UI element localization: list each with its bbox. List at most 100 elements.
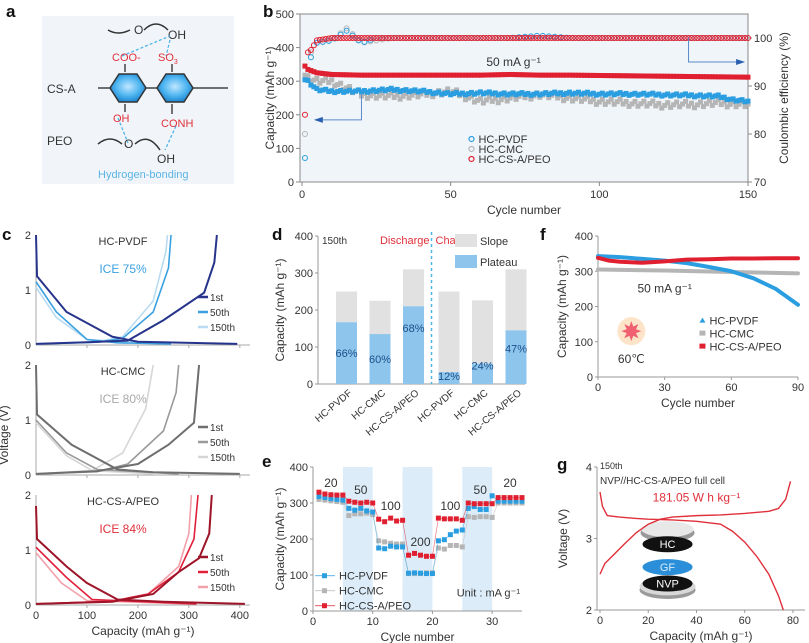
capacity-point-hc-cs-a/peo	[507, 71, 513, 77]
ce-point-hc-cs-a/peo	[337, 35, 344, 41]
y-tick-label: 0	[25, 470, 31, 482]
x-tick-label: 400	[231, 610, 249, 622]
coin-layer-hc	[642, 536, 693, 553]
legend-label: HC-CMC	[478, 144, 523, 156]
capacity-point-hc-pvdf	[537, 92, 543, 98]
ce-point-hc-cs-a/peo	[569, 35, 576, 41]
ce-point-hc-cs-a/peo	[483, 35, 490, 41]
ce-point-hc-cs-a/peo	[545, 35, 552, 41]
ce-point-hc-cs-a/peo	[643, 35, 650, 41]
capacity-point-hc-cs-a/peo	[668, 73, 674, 79]
ce-point-hc-cs-a/peo	[623, 35, 630, 41]
point-HC-CMC	[394, 541, 400, 547]
point-HC-CS-A/PEO	[465, 500, 471, 506]
panel-label-d: d	[272, 225, 283, 244]
capacity-point-hc-pvdf	[379, 86, 385, 92]
point-HC-CMC	[471, 514, 477, 520]
capacity-point-hc-cs-a/peo	[700, 74, 706, 80]
capacity-point-hc-cs-a/peo	[403, 72, 409, 78]
point-HC-CMC	[477, 514, 483, 520]
capacity-point-hc-cs-a/peo	[724, 74, 730, 80]
coin-layer-label: GF	[660, 562, 676, 574]
point-HC-PVDF	[429, 571, 435, 577]
x-tick-label: 0	[595, 382, 601, 394]
x-tick-label: 50	[445, 189, 457, 201]
capacity-point-hc-pvdf	[442, 90, 448, 96]
point-HC-CS-A/PEO	[453, 516, 459, 522]
capacity-point-hc-cmc	[602, 101, 608, 107]
capacity-point-hc-cs-a/peo	[468, 72, 474, 78]
capacity-point-hc-pvdf	[483, 90, 489, 96]
x-axis-label: Capacity (mAh g⁻¹)	[91, 624, 194, 638]
curve-HC-CMC	[596, 267, 800, 276]
ce-point-hc-cs-a/peo	[474, 35, 481, 41]
capacity-point-hc-cs-a/peo	[570, 72, 576, 78]
capacity-point-hc-pvdf	[576, 89, 582, 95]
ce-point-hc-cs-a/peo	[667, 35, 674, 41]
capacity-point-hc-pvdf	[534, 90, 540, 96]
capacity-point-hc-cs-a/peo	[424, 72, 430, 78]
y-tick-label: 2	[25, 230, 31, 242]
capacity-point-hc-pvdf	[516, 91, 522, 97]
rate-band	[402, 467, 433, 611]
point-HC-CMC	[322, 497, 328, 503]
capacity-point-hc-pvdf	[463, 92, 469, 98]
point-HC-PVDF	[400, 544, 406, 550]
capacity-point-hc-pvdf	[350, 89, 356, 95]
point-HC-PVDF	[412, 570, 418, 576]
panel-label-a: a	[6, 2, 16, 21]
capacity-point-hc-cs-a/peo	[599, 73, 605, 79]
ce-point-hc-cs-a/peo	[554, 35, 561, 41]
capacity-point-hc-pvdf	[355, 87, 361, 93]
ce-point-hc-cs-a/peo	[498, 35, 505, 41]
capacity-point-hc-cs-a/peo	[341, 72, 347, 78]
y2-tick-label: 100	[754, 33, 772, 45]
capacity-point-hc-cs-a/peo	[448, 72, 454, 78]
capacity-point-hc-cmc	[641, 98, 647, 104]
capacity-point-hc-pvdf	[311, 84, 317, 90]
capacity-point-hc-pvdf	[546, 91, 552, 97]
capacity-point-hc-cs-a/peo	[644, 73, 650, 79]
capacity-point-hc-cs-a/peo	[329, 71, 335, 77]
capacity-point-hc-cs-a/peo	[611, 73, 617, 79]
cycle-annotation: 150th	[322, 236, 347, 247]
capacity-point-hc-cmc	[305, 73, 311, 79]
capacity-point-hc-cmc	[403, 90, 409, 96]
capacity-point-hc-cs-a/peo	[338, 72, 344, 78]
capacity-point-hc-cmc	[689, 100, 695, 106]
capacity-point-hc-pvdf	[683, 91, 689, 97]
capacity-point-hc-pvdf	[507, 91, 513, 97]
legend-marker	[699, 343, 706, 349]
capacity-point-hc-cs-a/peo	[745, 74, 751, 80]
ce-point-hc-cs-a/peo	[313, 37, 320, 44]
capacity-point-hc-cs-a/peo	[492, 72, 498, 78]
ce-point-hc-cmc	[301, 131, 308, 137]
point-HC-PVDF	[441, 537, 447, 543]
capacity-point-hc-cmc	[703, 101, 709, 107]
point-HC-PVDF	[447, 532, 453, 538]
capacity-point-hc-cs-a/peo	[677, 73, 683, 79]
point-HC-CMC	[316, 496, 322, 502]
capacity-point-hc-cs-a/peo	[638, 73, 644, 79]
ce-point-hc-cs-a/peo	[649, 35, 656, 41]
current-density-label: 50 mA g⁻¹	[486, 55, 540, 69]
capacity-point-hc-cmc	[409, 92, 415, 98]
capacity-point-hc-pvdf	[522, 92, 528, 98]
ce-point-hc-cs-a/peo	[524, 35, 531, 41]
ce-point-hc-cs-a/peo	[736, 35, 743, 41]
capacity-point-hc-cs-a/peo	[486, 72, 492, 78]
capacity-point-hc-pvdf	[567, 89, 573, 95]
x-axis-label: Cycle number	[661, 396, 735, 410]
ce-point-hc-cs-a/peo	[727, 35, 734, 41]
capacity-point-hc-cmc	[424, 92, 430, 98]
capacity-point-hc-pvdf	[629, 91, 635, 97]
capacity-point-hc-cmc	[492, 95, 498, 101]
capacity-point-hc-cs-a/peo	[730, 74, 736, 80]
capacity-point-hc-cs-a/peo	[501, 72, 507, 78]
legend-label: Plateau	[480, 257, 517, 269]
curve-HC-PVDF	[596, 254, 800, 307]
ce-point-hc-cs-a/peo	[530, 35, 537, 41]
point-HC-PVDF	[358, 505, 364, 511]
capacity-point-hc-pvdf	[415, 89, 421, 95]
bar-slope	[403, 269, 424, 307]
